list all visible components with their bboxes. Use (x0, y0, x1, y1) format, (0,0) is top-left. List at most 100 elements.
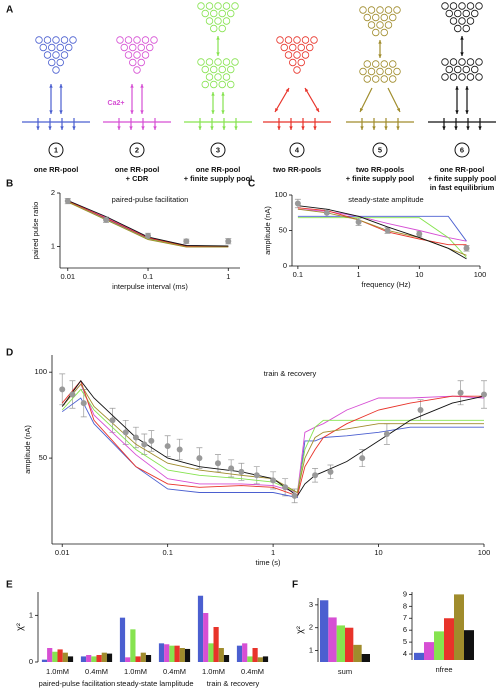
bar (223, 655, 230, 662)
y-tick-label: 7 (403, 613, 407, 622)
bar (67, 656, 74, 662)
bar (91, 656, 97, 662)
vesicle (466, 17, 475, 25)
data-point (253, 472, 260, 479)
data-point (64, 198, 71, 205)
vesicle (222, 2, 231, 10)
vesicle (48, 43, 56, 52)
arrow-head (59, 84, 63, 88)
bar (414, 652, 424, 660)
arrow-head (277, 126, 281, 130)
series-line (297, 217, 467, 258)
series-line (61, 397, 484, 499)
vesicle (284, 36, 293, 44)
arrow-head (211, 92, 215, 96)
vesicle (363, 13, 371, 22)
bar (57, 649, 63, 662)
y-tick-label: 8 (403, 601, 407, 610)
arrow-head (396, 108, 400, 112)
vesicle (389, 60, 397, 68)
vesicle (393, 6, 401, 14)
data-point (481, 391, 487, 398)
vesicle (471, 9, 479, 18)
arrow-head (130, 84, 134, 88)
vesicle (380, 75, 388, 83)
bar (328, 617, 337, 662)
arrow-head (198, 126, 202, 130)
model-number: 2 (135, 145, 139, 154)
bar (454, 594, 464, 660)
bar (361, 654, 370, 662)
model-label: one RR-pool (34, 165, 79, 174)
model-number: 4 (295, 145, 300, 154)
bar (174, 645, 180, 662)
model-number-ring (372, 142, 388, 158)
vesicle (52, 51, 60, 59)
bar (62, 652, 68, 662)
arrow-head (360, 126, 364, 130)
arrow-head (305, 88, 309, 92)
data-point (109, 417, 116, 424)
bar (169, 645, 175, 662)
data-point (176, 446, 183, 453)
arrow-head (129, 126, 133, 130)
vesicle (475, 73, 483, 81)
group-label: train & recovery (207, 679, 260, 688)
y-tick-label: 5 (403, 637, 407, 646)
series-line (297, 205, 467, 260)
bar (52, 651, 58, 662)
vesicle (297, 43, 305, 52)
bar (80, 656, 87, 662)
arrow-head (285, 88, 289, 92)
vesicle (205, 58, 214, 66)
model-label: + finite supply pool (346, 174, 415, 183)
vesicle (56, 43, 64, 52)
data-point (132, 434, 139, 441)
bar (247, 656, 253, 662)
chart-title: steady-state amplitude (348, 195, 423, 204)
data-point (359, 455, 366, 462)
bar (353, 644, 362, 662)
arrow-head (140, 84, 144, 88)
bar (158, 643, 165, 662)
arrow-head (234, 126, 238, 130)
chart-title: nfree (435, 665, 452, 674)
vesicle (201, 65, 209, 74)
data-point (228, 465, 235, 472)
arrow-head (275, 108, 279, 112)
vesicle (389, 13, 397, 22)
vesicle (441, 58, 449, 66)
vesicle (280, 43, 288, 52)
vesicle (359, 6, 367, 14)
data-point (196, 455, 203, 462)
vesicle (137, 58, 145, 67)
x-tick-label: 1.0mM (202, 667, 225, 676)
vesicle (367, 6, 376, 14)
x-tick-label: 1.0mM (46, 667, 69, 676)
vesicle (52, 66, 60, 74)
series-line (61, 383, 484, 494)
model-number-ring (48, 142, 64, 158)
panel-label: F (292, 580, 298, 591)
vesicle (310, 36, 318, 44)
arrow-head (221, 110, 225, 114)
bar (47, 648, 53, 662)
bar (106, 653, 113, 662)
vesicle (306, 43, 314, 52)
bar (96, 655, 102, 662)
y-axis-label: χ² (14, 623, 24, 631)
arrow-head (460, 36, 464, 40)
vesicle (376, 21, 384, 29)
arrow-head (49, 84, 53, 88)
group-label: steady-state lamplitude (116, 679, 193, 688)
panel-label: B (6, 179, 13, 190)
vesicle (35, 36, 43, 44)
arrow-head (49, 110, 53, 114)
vesicle (218, 65, 226, 74)
arrow-head (289, 126, 293, 130)
bar (86, 655, 92, 662)
vesicle (141, 36, 150, 44)
data-point (312, 472, 319, 479)
model-number-ring (289, 142, 305, 158)
vesicle (372, 75, 380, 83)
